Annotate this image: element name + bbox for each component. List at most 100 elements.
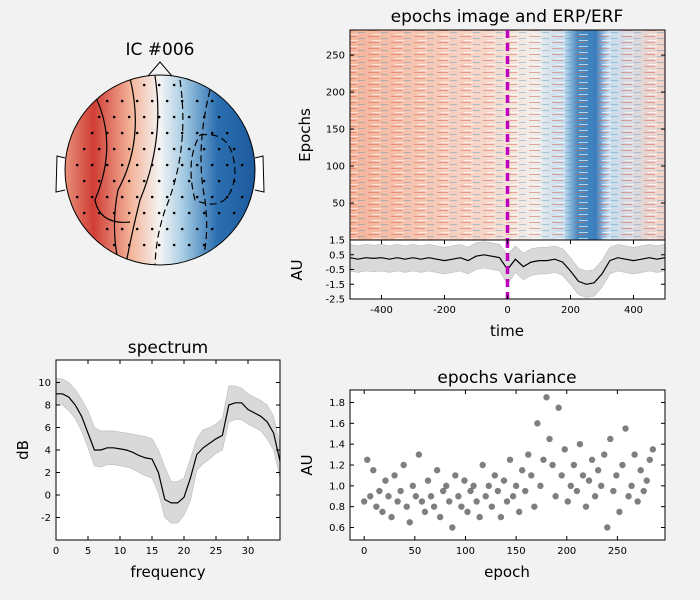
x-tick-label: 150	[507, 546, 526, 557]
nose	[146, 61, 174, 77]
sensor	[120, 227, 124, 231]
sensor	[165, 131, 169, 135]
point	[409, 482, 416, 490]
sensor	[90, 131, 94, 135]
x-tick-label: 0	[361, 546, 367, 557]
sensor	[157, 83, 161, 87]
sensor	[240, 163, 244, 167]
point	[455, 493, 462, 500]
point	[552, 493, 559, 500]
x-axis-label: frequency	[130, 563, 205, 581]
point	[588, 456, 596, 463]
sensor	[180, 195, 184, 199]
point	[567, 482, 575, 490]
x-tick-label: 20	[178, 546, 191, 557]
point	[415, 451, 423, 458]
head-map	[65, 75, 255, 265]
sensor	[127, 243, 131, 247]
point	[640, 487, 647, 495]
sensor	[195, 227, 199, 231]
point	[601, 451, 608, 458]
point	[497, 513, 505, 521]
x-tick-label: 100	[456, 546, 475, 557]
sensor	[150, 163, 154, 167]
point	[367, 493, 374, 500]
point	[591, 493, 599, 500]
point	[400, 461, 407, 469]
sensor	[172, 211, 176, 215]
point	[619, 461, 626, 469]
y-tick-label: 2	[45, 468, 51, 479]
sensor	[187, 115, 191, 119]
point	[540, 456, 547, 463]
point	[421, 508, 429, 516]
point	[376, 487, 383, 495]
sensor	[82, 179, 86, 183]
mean-line	[56, 393, 281, 504]
sensor	[90, 195, 94, 199]
point	[364, 456, 371, 463]
point	[555, 404, 562, 411]
point	[637, 467, 644, 474]
y-tick-label: 1.5	[329, 236, 345, 247]
sensor	[165, 227, 169, 231]
sensor	[150, 131, 154, 135]
point	[458, 503, 465, 510]
y-tick-label: -1.5	[325, 280, 345, 291]
sensor	[120, 99, 124, 103]
point	[607, 435, 614, 443]
point	[397, 487, 404, 495]
y-tick-label: 0.8	[329, 502, 345, 513]
point	[461, 477, 468, 484]
point	[512, 482, 520, 490]
sensor	[90, 163, 94, 167]
x-tick-label: 250	[608, 546, 627, 557]
point	[549, 461, 556, 469]
point	[479, 461, 486, 469]
point	[394, 498, 401, 505]
sensor	[202, 211, 206, 215]
point	[491, 472, 499, 479]
point	[379, 508, 386, 516]
sensor	[97, 179, 101, 183]
point	[546, 435, 553, 443]
point	[403, 503, 410, 510]
point	[643, 477, 650, 484]
sensor	[150, 227, 154, 231]
point	[433, 467, 441, 474]
point	[543, 394, 550, 401]
point	[509, 493, 517, 500]
sensor	[157, 179, 161, 183]
point	[488, 503, 496, 510]
point	[467, 487, 474, 495]
sensor	[82, 147, 86, 151]
point	[622, 425, 629, 432]
x-tick-label: 200	[561, 305, 580, 316]
sensor	[105, 131, 109, 135]
sensor	[127, 115, 131, 119]
point	[391, 472, 398, 479]
sensor	[202, 147, 206, 151]
sensor	[180, 163, 184, 167]
sensor	[97, 115, 101, 119]
sensor	[210, 195, 214, 199]
sensor	[105, 163, 109, 167]
point	[430, 503, 438, 510]
sensor	[142, 211, 146, 215]
y-tick-label: -0.5	[325, 265, 345, 276]
point	[531, 503, 538, 510]
sensor	[135, 163, 139, 167]
y-tick-label: -2	[41, 513, 51, 524]
x-tick-label: 0	[53, 546, 59, 557]
y-tick-label: 0.5	[329, 250, 345, 261]
sensor	[157, 243, 161, 247]
sensor	[225, 163, 229, 167]
point	[427, 493, 435, 500]
sensor	[97, 211, 101, 215]
chart-title: IC #006	[126, 40, 195, 60]
sensor	[202, 179, 206, 183]
sensor	[210, 131, 214, 135]
point	[446, 498, 453, 505]
sensor	[112, 147, 116, 151]
